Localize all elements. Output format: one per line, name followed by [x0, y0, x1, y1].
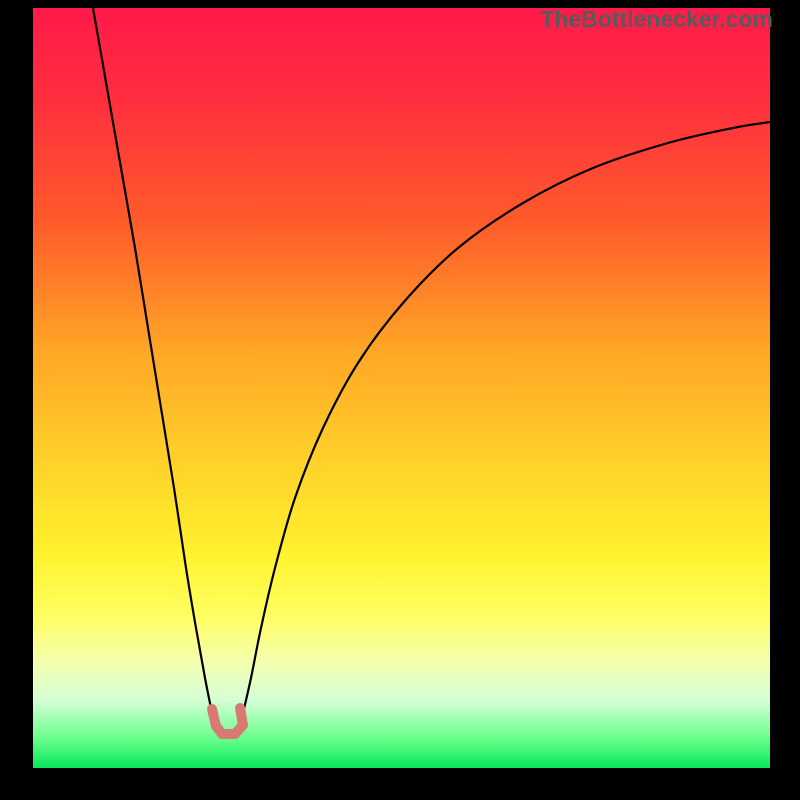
watermark-text: TheBottlenecker.com [540, 6, 773, 33]
curve-right-branch [243, 122, 770, 713]
valley-markers [212, 708, 243, 734]
curve-layer [33, 8, 770, 768]
chart-frame: TheBottlenecker.com [0, 0, 800, 800]
curve-left-branch [93, 8, 212, 713]
plot-area [33, 8, 770, 768]
valley-marker-segment [235, 725, 243, 734]
